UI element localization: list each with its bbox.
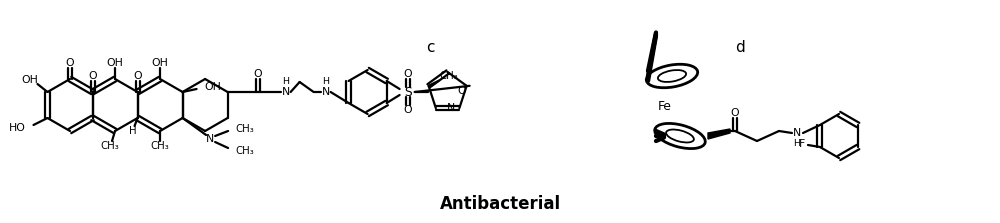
Text: O: O (403, 105, 412, 115)
Text: S: S (404, 85, 411, 99)
Text: OH: OH (107, 58, 123, 68)
Text: F: F (799, 139, 805, 149)
Text: N: N (321, 87, 330, 97)
Text: HO: HO (9, 123, 25, 133)
Text: O: O (457, 86, 466, 96)
Text: CH₃: CH₃ (101, 141, 119, 151)
Text: O: O (66, 58, 74, 68)
Polygon shape (708, 129, 730, 139)
Text: H: H (794, 138, 800, 147)
Text: O: O (88, 71, 97, 81)
Text: O: O (403, 69, 412, 79)
Text: c: c (426, 41, 434, 56)
Text: Antibacterial: Antibacterial (439, 195, 561, 213)
Text: N: N (281, 87, 290, 97)
Text: O: O (253, 69, 262, 79)
Text: N: N (793, 128, 801, 138)
Text: OH: OH (21, 75, 38, 85)
Text: N: N (447, 103, 455, 113)
Text: CH₃: CH₃ (439, 71, 458, 81)
Text: CH₃: CH₃ (151, 141, 169, 151)
Text: H: H (322, 78, 329, 87)
Text: H: H (282, 78, 289, 87)
Text: CH₃: CH₃ (235, 146, 254, 156)
Text: OH: OH (152, 58, 169, 68)
Text: OH: OH (205, 82, 221, 92)
Text: O: O (133, 71, 142, 81)
Text: N: N (206, 134, 214, 144)
Text: O: O (731, 108, 739, 118)
Text: d: d (735, 41, 745, 56)
Text: Fe: Fe (658, 99, 672, 112)
Text: CH₃: CH₃ (235, 124, 254, 134)
Text: H: H (129, 126, 136, 136)
